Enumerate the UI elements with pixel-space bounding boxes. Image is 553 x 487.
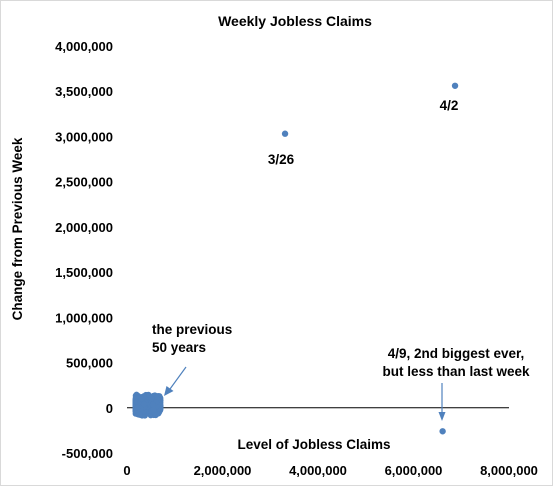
y-tick-label: 2,500,000: [55, 175, 113, 190]
y-tick-label: 2,000,000: [55, 220, 113, 235]
cluster-point: [136, 411, 143, 418]
y-tick-label: 3,500,000: [55, 84, 113, 99]
y-tick-label: 1,000,000: [55, 310, 113, 325]
y-axis-tick-labels: 4,000,000 3,500,000 3,000,000 2,500,000 2,00…: [55, 39, 113, 461]
data-point: [451, 82, 459, 89]
data-points: [281, 82, 459, 435]
cluster-point: [150, 406, 157, 413]
x-tick-label: 0: [123, 463, 130, 478]
arrow-previous-50-years: [164, 366, 187, 396]
arrow-4-9: [438, 383, 446, 421]
x-tick-label: 6,000,000: [385, 463, 443, 478]
annotation-previous-50-years-line2: 50 years: [152, 340, 206, 355]
data-point: [281, 130, 289, 137]
x-tick-label: 8,000,000: [480, 463, 538, 478]
cluster-point: [138, 395, 145, 402]
y-tick-label: 4,000,000: [55, 39, 113, 54]
y-tick-label: 3,000,000: [55, 129, 113, 144]
x-axis-label: Level of Jobless Claims: [237, 437, 390, 452]
cluster-point: [134, 404, 141, 411]
cluster-point: [149, 401, 156, 408]
annotation-4-9-line1: 4/9, 2nd biggest ever,: [388, 346, 525, 361]
historical-data-cluster: [132, 391, 164, 419]
x-tick-label: 4,000,000: [289, 463, 347, 478]
annotation-previous-50-years-line1: the previous: [152, 322, 232, 337]
y-tick-label: 0: [106, 401, 113, 416]
data-point: [439, 428, 446, 435]
chart-title: Weekly Jobless Claims: [218, 13, 372, 29]
cluster-point: [140, 401, 147, 408]
cluster-point: [148, 395, 155, 402]
y-axis-label: Change from Previous Week: [10, 137, 25, 320]
x-axis-tick-labels: 0 2,000,000 4,000,000 6,000,000 8,000,000: [123, 463, 538, 478]
y-tick-label: 1,500,000: [55, 265, 113, 280]
x-tick-label: 2,000,000: [194, 463, 252, 478]
annotation-4-9-line2: but less than last week: [382, 364, 530, 379]
annotation-4-2: 4/2: [440, 98, 459, 113]
y-tick-label: -500,000: [62, 446, 113, 461]
y-tick-label: 500,000: [66, 356, 113, 371]
annotation-3-26: 3/26: [268, 152, 295, 167]
